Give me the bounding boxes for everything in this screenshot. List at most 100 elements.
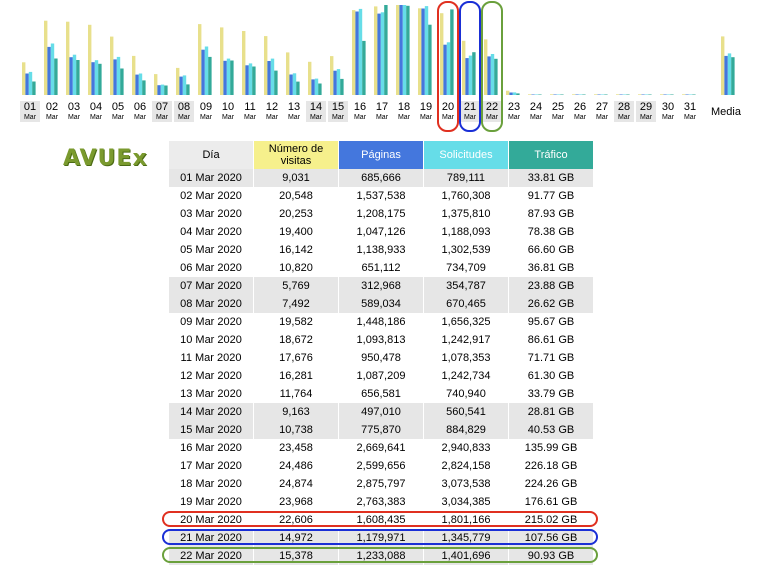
header-traffic: Tráfico [509, 141, 593, 169]
cell-pages: 1,537,538 [356, 190, 406, 202]
bar-24-2 [534, 94, 539, 95]
bar-average-0 [721, 36, 725, 95]
tick-month: Mar [243, 114, 257, 121]
tick-day-number: 19 [419, 101, 433, 113]
tick-label-15: 15 Mar [328, 101, 348, 122]
cell-pages: 312,968 [339, 277, 423, 295]
tick-day-number: 16 [353, 101, 367, 113]
tick-label-19: 19 Mar [416, 101, 436, 122]
cell-day: 16 Mar 2020 [180, 442, 242, 454]
bar-average-1 [724, 55, 728, 95]
cell-visits: 23,458 [279, 442, 313, 454]
bar-15-0 [330, 56, 334, 95]
bar-29-0 [638, 94, 642, 95]
bar-16-1 [355, 11, 359, 95]
tick-month: Mar [199, 114, 213, 121]
daily-stats-table: Día Número de visitas Páginas Solicitude… [168, 141, 594, 565]
cell-requests: 3,034,385 [441, 496, 491, 508]
cell-traffic: 87.93 GB [527, 208, 575, 220]
cell-pages: 2,875,797 [356, 478, 406, 490]
tick-month: Mar [265, 114, 279, 121]
bar-14-2 [314, 78, 319, 95]
bar-05-1 [113, 59, 117, 95]
cell-visits: 24,486 [279, 460, 313, 472]
cell-day: 18 Mar 2020 [180, 478, 242, 490]
tick-day-number: 30 [661, 101, 675, 113]
tick-label-18: 18 Mar [394, 101, 414, 122]
tick-day-number: 21 [463, 101, 477, 113]
tick-label-08: 08 Mar [174, 101, 194, 122]
cell-day: 14 Mar 2020 [169, 403, 253, 421]
cell-day: 19 Mar 2020 [180, 496, 242, 508]
bar-22-1 [487, 56, 491, 95]
bar-06-3 [142, 80, 146, 95]
bar-04-2 [94, 60, 99, 95]
bar-16-2 [358, 8, 363, 95]
tick-month: Mar [595, 114, 609, 121]
table-header-row: Día Número de visitas Páginas Solicitude… [169, 141, 593, 169]
cell-day: 20 Mar 2020 [180, 514, 242, 526]
tick-label-29: 29 Mar [636, 101, 656, 122]
bar-28-2 [622, 94, 627, 95]
cell-traffic: 226.18 GB [524, 460, 578, 472]
bar-25-3 [560, 94, 564, 95]
cell-requests: 670,465 [424, 295, 508, 313]
tick-day-number: 20 [441, 101, 455, 113]
tick-label-13: 13 Mar [284, 101, 304, 122]
tick-label-12: 12 Mar [262, 101, 282, 122]
cell-day: 01 Mar 2020 [169, 169, 253, 187]
cell-day: 07 Mar 2020 [169, 277, 253, 295]
cell-requests: 354,787 [424, 277, 508, 295]
cell-requests: 1,345,779 [424, 529, 508, 547]
tick-label-06: 06 Mar [130, 101, 150, 122]
cell-requests: 1,188,093 [441, 226, 491, 238]
bar-21-2 [468, 55, 473, 95]
tick-day-number: 14 [309, 101, 323, 113]
bar-21-0 [462, 40, 466, 95]
cell-pages: 656,581 [361, 388, 401, 400]
cell-pages: 1,448,186 [356, 316, 406, 328]
bar-06-0 [132, 55, 136, 95]
cell-visits: 9,031 [254, 169, 338, 187]
tick-label-25: 25 Mar [548, 101, 568, 122]
cell-visits: 22,606 [279, 514, 313, 526]
cell-requests: 2,940,833 [441, 442, 491, 454]
cell-day: 17 Mar 2020 [180, 460, 242, 472]
tick-day-number: 27 [595, 101, 609, 113]
tick-month: Mar [617, 114, 631, 121]
bar-26-1 [575, 94, 579, 95]
bar-02-1 [47, 46, 51, 95]
bar-12-1 [267, 61, 271, 95]
table-row: 12 Mar 2020 16,281 1,087,209 1,242,734 61.30… [169, 367, 593, 385]
tick-month: Mar [683, 114, 697, 121]
bar-01-0 [22, 62, 26, 95]
bar-05-3 [120, 68, 124, 95]
tick-month: Mar [507, 114, 521, 121]
cell-pages: 2,669,641 [356, 442, 406, 454]
bar-20-1 [443, 44, 447, 95]
header-requests: Solicitudes [424, 141, 508, 169]
cell-visits: 20,253 [279, 208, 313, 220]
cell-pages: 1,138,933 [356, 244, 406, 256]
tick-label-28: 28 Mar [614, 101, 634, 122]
tick-day-number: 03 [67, 101, 81, 113]
tick-month: Mar [397, 114, 411, 121]
bar-10-2 [226, 58, 231, 95]
cell-day: 03 Mar 2020 [180, 208, 242, 220]
bar-19-3 [428, 24, 432, 96]
cell-pages: 685,666 [339, 169, 423, 187]
cell-traffic: 90.93 GB [509, 547, 593, 565]
tick-label-10: 10 Mar [218, 101, 238, 122]
table-row: 10 Mar 2020 18,672 1,093,813 1,242,917 86.61… [169, 331, 593, 349]
bar-17-3 [384, 5, 388, 95]
highlight-oval-21 [459, 1, 481, 132]
bar-16-3 [362, 40, 366, 95]
bar-13-1 [289, 74, 293, 95]
table-row: 22 Mar 2020 15,378 1,233,088 1,401,696 90.93… [169, 547, 593, 565]
cell-day: 15 Mar 2020 [169, 421, 253, 439]
bar-10-1 [223, 60, 227, 95]
tick-month: Mar [23, 114, 37, 121]
bar-02-0 [44, 20, 48, 96]
table-row: 07 Mar 2020 5,769 312,968 354,787 23.88 GB [169, 277, 593, 295]
header-visits: Número de visitas [254, 141, 338, 169]
